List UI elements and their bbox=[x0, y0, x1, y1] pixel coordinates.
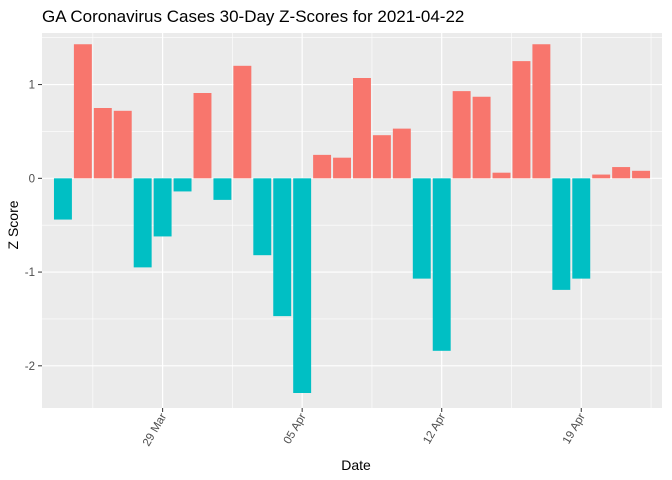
bar-2021-04-06 bbox=[313, 154, 332, 179]
y-tick-label: 1 bbox=[29, 80, 35, 92]
x-tick-label: 05 Apr bbox=[282, 411, 309, 446]
bar-2021-04-08 bbox=[352, 78, 371, 179]
bar-2021-04-13 bbox=[452, 91, 471, 179]
y-axis-title: Z Score bbox=[5, 200, 21, 249]
bar-2021-03-29 bbox=[153, 178, 172, 237]
bar-2021-04-12 bbox=[432, 178, 451, 351]
chart-title: GA Coronavirus Cases 30-Day Z-Scores for… bbox=[42, 7, 464, 26]
bar-2021-04-15 bbox=[492, 172, 511, 179]
bar-2021-03-25 bbox=[73, 44, 92, 179]
y-tick-label: -2 bbox=[25, 361, 35, 373]
bar-2021-04-19 bbox=[572, 178, 591, 279]
bar-2021-03-28 bbox=[133, 178, 152, 268]
bar-2021-04-20 bbox=[592, 174, 611, 179]
bar-2021-03-31 bbox=[193, 93, 212, 179]
bar-2021-04-04 bbox=[273, 178, 292, 317]
bar-2021-04-09 bbox=[372, 135, 391, 179]
bar-2021-03-26 bbox=[93, 108, 112, 179]
x-tick-label: 29 Mar bbox=[141, 411, 169, 448]
bars bbox=[53, 44, 651, 393]
bar-2021-04-18 bbox=[552, 178, 571, 290]
bar-2021-03-24 bbox=[53, 178, 72, 220]
bar-2021-04-14 bbox=[472, 96, 491, 179]
bar-2021-04-11 bbox=[412, 178, 431, 279]
x-tick-label: 12 Apr bbox=[421, 411, 448, 446]
bar-2021-04-16 bbox=[512, 61, 531, 179]
bar-2021-03-27 bbox=[113, 110, 132, 179]
bar-2021-03-30 bbox=[173, 178, 192, 192]
y-tick-label: -1 bbox=[25, 267, 35, 279]
bar-2021-04-17 bbox=[532, 44, 551, 179]
bar-2021-04-02 bbox=[233, 65, 252, 179]
bar-2021-04-01 bbox=[213, 178, 232, 200]
bar-2021-04-22 bbox=[632, 170, 651, 179]
x-axis: 29 Mar 05 Apr 12 Apr 19 Apr bbox=[141, 408, 588, 449]
y-axis: -2 -1 0 1 bbox=[25, 80, 42, 373]
y-tick-label: 0 bbox=[29, 173, 35, 185]
bar-2021-04-05 bbox=[293, 178, 312, 393]
bar-2021-04-21 bbox=[612, 167, 631, 179]
bar-2021-04-10 bbox=[392, 128, 411, 179]
bar-2021-04-03 bbox=[253, 178, 272, 256]
bar-2021-04-07 bbox=[333, 157, 352, 179]
x-axis-title: Date bbox=[341, 457, 371, 473]
x-tick-label: 19 Apr bbox=[561, 411, 588, 446]
